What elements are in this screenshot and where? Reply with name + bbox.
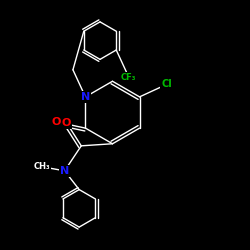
Text: CF₃: CF₃ <box>121 72 136 82</box>
Text: CH₃: CH₃ <box>33 162 50 171</box>
Text: O: O <box>62 118 71 128</box>
Text: N: N <box>81 92 90 102</box>
Text: N: N <box>60 166 69 176</box>
Text: O: O <box>52 117 61 127</box>
Text: Cl: Cl <box>161 80 172 90</box>
